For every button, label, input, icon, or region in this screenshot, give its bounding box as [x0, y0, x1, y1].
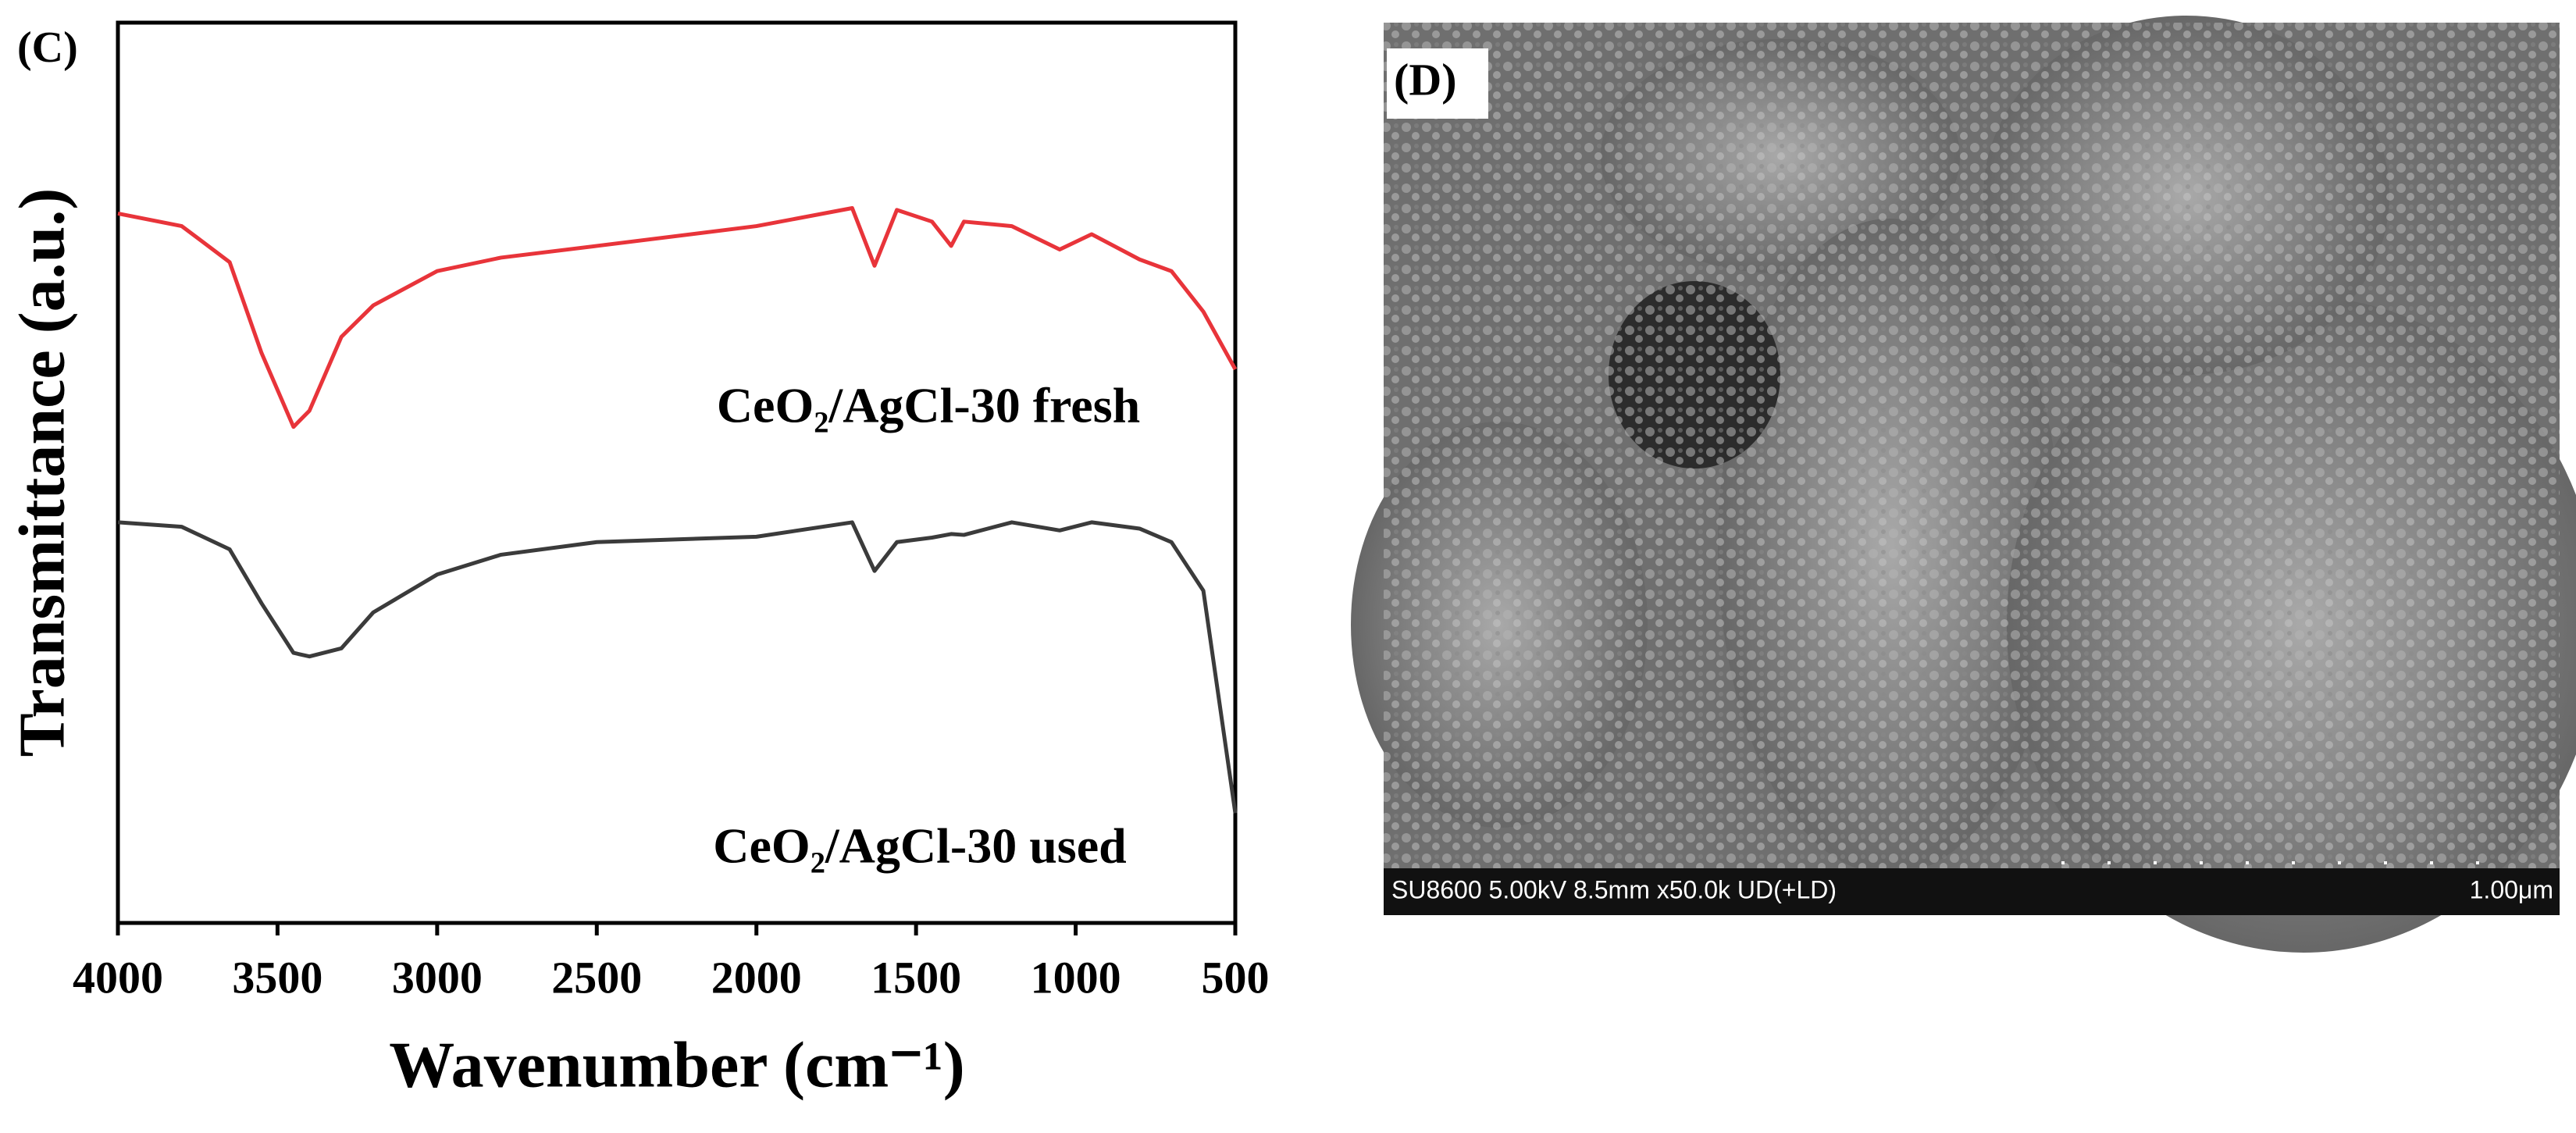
series-line	[117, 206, 1238, 429]
series-label: CeO₂/AgCl-30 fresh	[717, 378, 1140, 433]
x-tick-label: 3500	[232, 952, 322, 1003]
panel-label: (C)	[17, 23, 78, 72]
plot-frame	[116, 20, 1238, 925]
info-bar	[1384, 868, 2560, 915]
x-tick-label: 1500	[871, 952, 961, 1003]
sem-texture	[1384, 23, 2560, 915]
x-axis-title: Wavenumber (cm⁻¹)	[389, 1028, 965, 1101]
x-tick-label: 500	[1202, 952, 1270, 1003]
x-tick-label: 2000	[711, 952, 802, 1003]
x-tick-label: 2500	[551, 952, 642, 1003]
series-line	[117, 520, 1238, 814]
y-axis-title: Transmittance (a.u.)	[5, 188, 78, 757]
x-tick-label: 3000	[392, 952, 483, 1003]
scale-label: 1.00μm	[2470, 875, 2553, 903]
x-tick-label: 1000	[1031, 952, 1121, 1003]
sem-image: SU8600 5.00kV 8.5mm x50.0k UD(+LD) 1.00μ…	[1351, 16, 2576, 953]
label-bg	[1387, 48, 1488, 119]
x-tick-label: 4000	[73, 952, 163, 1003]
panel-label: (D)	[1394, 54, 1457, 105]
sem-info: SU8600 5.00kV 8.5mm x50.0k UD(+LD)	[1391, 875, 1837, 903]
series-label: CeO₂/AgCl-30 used	[713, 818, 1126, 874]
